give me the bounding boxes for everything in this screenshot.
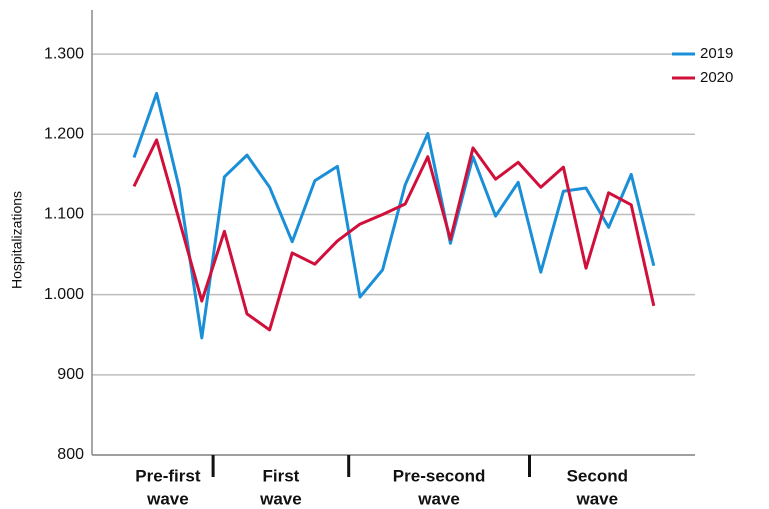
y-tick-label: 1.100 [44, 206, 84, 223]
y-axis-title: Hospitalizations [9, 191, 25, 289]
group-label: wave [417, 489, 460, 508]
group-label: wave [259, 489, 302, 508]
line [132, 91, 656, 340]
line [132, 138, 656, 332]
group-label: Pre-first [135, 466, 201, 485]
y-tick-label: 900 [57, 366, 84, 383]
group-label: First [262, 466, 299, 485]
group-label: wave [576, 489, 619, 508]
group-label: Second [567, 466, 628, 485]
y-tick-label: 1.000 [44, 286, 84, 303]
y-tick-label: 1.200 [44, 125, 84, 142]
legend-label: 2019 [700, 45, 733, 62]
y-tick-label: 1.300 [44, 45, 84, 62]
group-label: Pre-second [393, 466, 486, 485]
legend-label: 2020 [700, 69, 733, 86]
group-label: wave [146, 489, 189, 508]
y-tick-label: 800 [57, 446, 84, 463]
